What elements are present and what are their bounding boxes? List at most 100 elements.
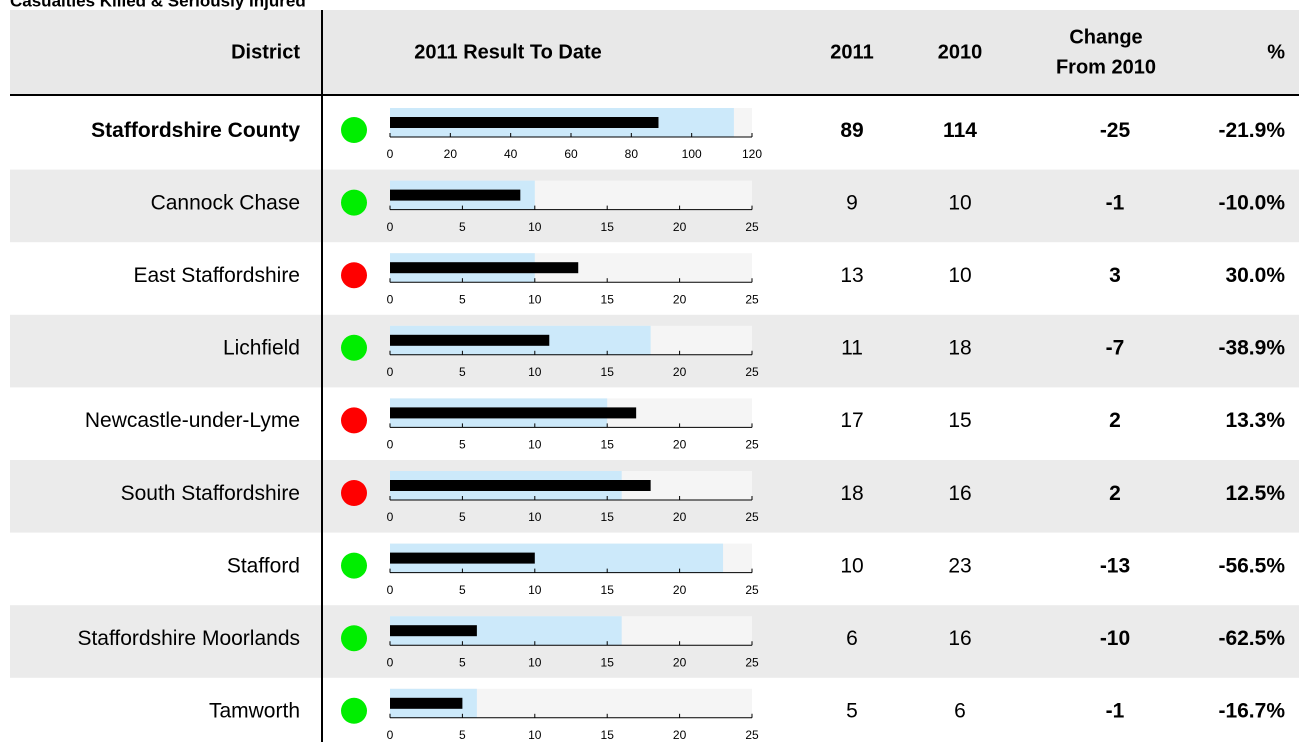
bar-2011	[390, 117, 659, 128]
tick-label: 20	[673, 438, 687, 452]
value-2011: 10	[840, 554, 863, 577]
bar-2011	[390, 262, 579, 274]
tick-label: 25	[745, 583, 759, 597]
pct-change: -38.9%	[1218, 337, 1285, 360]
change: -13	[1100, 554, 1130, 577]
tick-label: 0	[387, 728, 394, 742]
value-2010: 18	[948, 337, 971, 360]
tick-label: 25	[745, 728, 759, 742]
tick-label: 20	[673, 655, 687, 669]
tick-label: 10	[528, 510, 542, 524]
tick-label: 40	[504, 147, 518, 161]
value-2011: 17	[840, 409, 863, 432]
tick-label: 5	[459, 655, 466, 669]
value-2011: 5	[846, 700, 858, 723]
tick-label: 80	[625, 147, 639, 161]
district: Staffordshire Moorlands	[77, 627, 300, 650]
tick-label: 0	[387, 583, 394, 597]
value-2011: 89	[840, 119, 863, 142]
value-2010: 16	[948, 482, 971, 505]
header-change: Change	[1069, 26, 1142, 48]
tick-label: 0	[387, 220, 394, 234]
bar-2011	[390, 407, 637, 419]
tick-label: 0	[387, 292, 394, 306]
district: Lichfield	[223, 337, 300, 360]
tick-label: 5	[459, 220, 466, 234]
change: 2	[1109, 482, 1121, 505]
tick-label: 20	[673, 220, 687, 234]
tick-label: 5	[459, 583, 466, 597]
header-pct: %	[1267, 41, 1285, 63]
header-change: From 2010	[1056, 56, 1156, 78]
tick-label: 20	[673, 365, 687, 379]
tick-label: 0	[387, 510, 394, 524]
tick-label: 15	[601, 365, 615, 379]
district: Staffordshire County	[91, 119, 300, 142]
tick-label: 20	[673, 728, 687, 742]
district: Cannock Chase	[151, 191, 300, 214]
tick-label: 0	[387, 655, 394, 669]
status-dot	[341, 407, 367, 434]
tick-label: 10	[528, 728, 542, 742]
change: -1	[1106, 700, 1125, 723]
value-2010: 10	[948, 264, 971, 287]
value-2011: 18	[840, 482, 863, 505]
title: Casualties Killed & Seriously Injured	[10, 0, 306, 10]
pct-change: 13.3%	[1225, 409, 1285, 432]
tick-label: 5	[459, 292, 466, 306]
tick-label: 15	[601, 438, 615, 452]
pct-change: -16.7%	[1218, 700, 1285, 723]
change: -7	[1106, 337, 1125, 360]
tick-label: 120	[742, 147, 762, 161]
district: Newcastle-under-Lyme	[85, 409, 300, 432]
bar-2011	[390, 189, 521, 201]
bar-2011	[390, 480, 651, 491]
tick-label: 25	[745, 220, 759, 234]
tick-label: 0	[387, 438, 394, 452]
tick-label: 5	[459, 728, 466, 742]
tick-label: 10	[528, 655, 542, 669]
tick-label: 20	[673, 292, 687, 306]
tick-label: 15	[601, 583, 615, 597]
value-2010: 10	[948, 191, 971, 214]
status-dot	[341, 189, 367, 216]
tick-label: 25	[745, 365, 759, 379]
change: -1	[1106, 191, 1125, 214]
value-2010: 23	[948, 554, 971, 577]
status-dot	[341, 552, 367, 579]
pct-change: -56.5%	[1218, 554, 1285, 577]
district: East Staffordshire	[133, 264, 300, 287]
header-2011: 2011	[830, 41, 873, 63]
tick-label: 20	[444, 147, 458, 161]
tick-label: 15	[601, 655, 615, 669]
tick-label: 25	[745, 292, 759, 306]
tick-label: 10	[528, 365, 542, 379]
header-2010: 2010	[938, 41, 983, 63]
tick-label: 15	[601, 510, 615, 524]
tick-label: 5	[459, 438, 466, 452]
bar-2011	[390, 697, 463, 709]
pct-change: 12.5%	[1225, 482, 1285, 505]
tick-label: 25	[745, 510, 759, 524]
change: 3	[1109, 264, 1121, 287]
value-2010: 6	[954, 700, 966, 723]
tick-label: 15	[601, 728, 615, 742]
bar-2011	[390, 552, 535, 564]
tick-label: 25	[745, 438, 759, 452]
district: Stafford	[227, 554, 300, 577]
tick-label: 10	[528, 220, 542, 234]
status-dot	[341, 697, 367, 724]
tick-label: 10	[528, 438, 542, 452]
status-dot	[341, 117, 367, 143]
tick-label: 0	[387, 365, 394, 379]
status-dot	[341, 262, 367, 289]
pct-change: -21.9%	[1218, 119, 1285, 142]
status-dot	[341, 480, 367, 506]
value-2011: 11	[841, 337, 863, 360]
value-2011: 13	[840, 264, 863, 287]
header-district: District	[231, 41, 300, 63]
change: -25	[1100, 119, 1131, 142]
status-dot	[341, 334, 367, 361]
